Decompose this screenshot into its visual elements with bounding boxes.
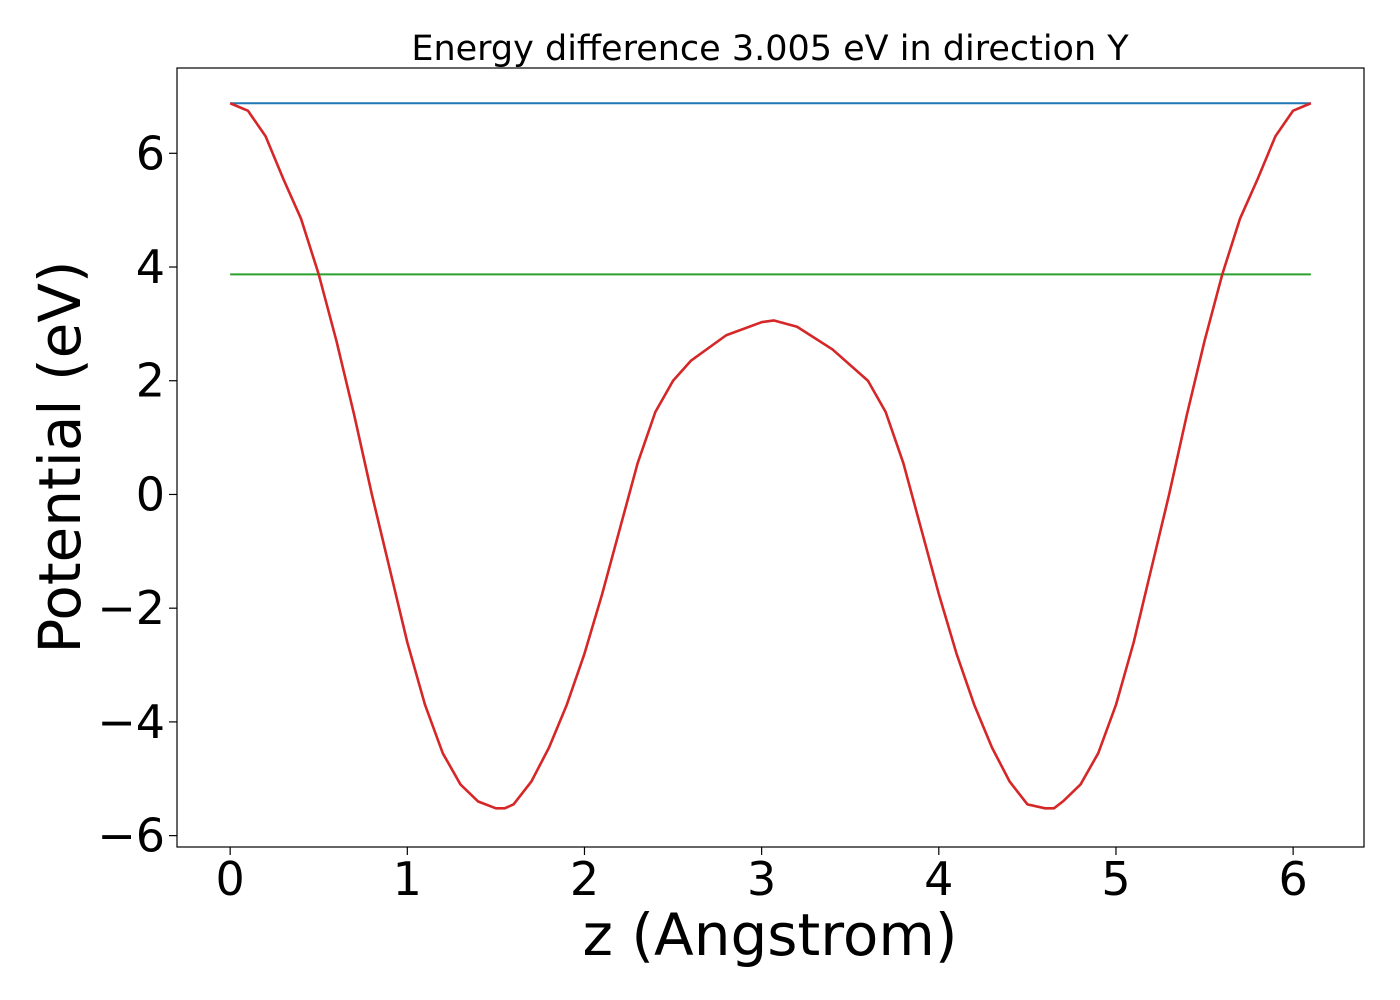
y-axis-label: Potential (eV) [26, 260, 94, 653]
y-tick-label: −2 [97, 581, 165, 635]
x-tick-label: 2 [570, 852, 599, 906]
x-axis-ticks: 0 1 2 3 4 5 6 [216, 847, 1308, 906]
x-tick-label: 5 [1101, 852, 1130, 906]
y-tick-label: −4 [97, 695, 165, 749]
y-tick-label: 4 [136, 240, 165, 294]
series-layer [229, 102, 1312, 810]
chart-title: Energy difference 3.005 eV in direction … [411, 29, 1129, 69]
series-line-3 [229, 102, 1312, 810]
y-tick-label: 6 [136, 126, 165, 180]
y-tick-label: −6 [97, 809, 165, 863]
x-tick-label: 3 [747, 852, 776, 906]
y-tick-label: 0 [136, 467, 165, 521]
x-tick-label: 4 [924, 852, 953, 906]
y-tick-label: 2 [136, 354, 165, 408]
x-axis-label: z (Angstrom) [583, 901, 958, 969]
x-tick-label: 6 [1278, 852, 1307, 906]
x-tick-label: 1 [393, 852, 422, 906]
plot-frame [176, 67, 1365, 848]
y-axis-ticks: −6 −4 −2 0 2 4 6 [97, 126, 177, 863]
x-tick-label: 0 [216, 852, 245, 906]
